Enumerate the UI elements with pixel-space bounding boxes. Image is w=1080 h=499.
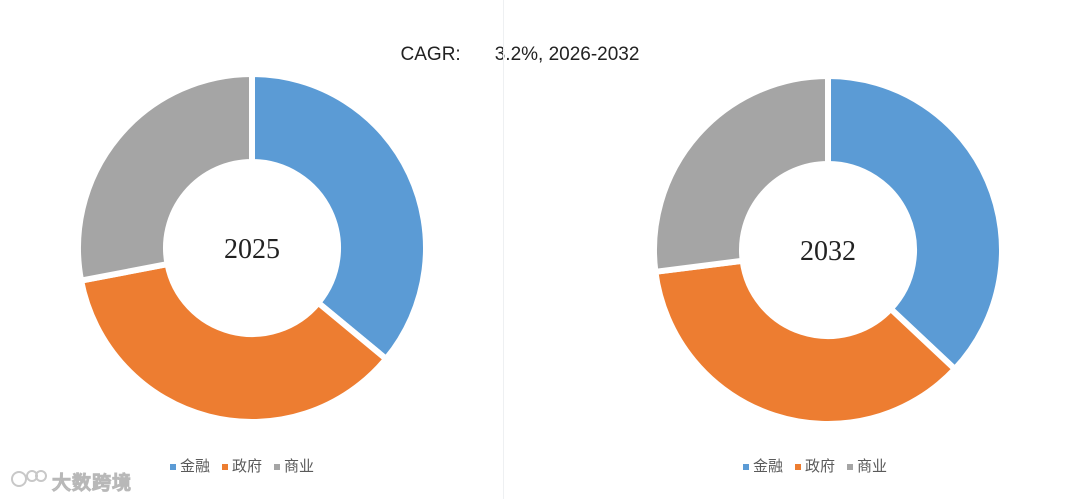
legend-marker-icon <box>222 463 229 470</box>
donut-chart-2032: 2032 <box>651 72 1005 427</box>
legend-item: 金融 <box>170 455 210 476</box>
legend-marker-icon <box>847 463 854 470</box>
cagr-annotation: CAGR: 3.2%, 2026-2032 <box>0 44 1040 66</box>
donut-chart-2025: 2025 <box>75 70 429 425</box>
cagr-value: 3.2%, 2026-2032 <box>494 44 640 65</box>
donut-center-label: 2025 <box>224 234 280 265</box>
legend-marker-icon <box>274 463 281 470</box>
legend-label: 金融 <box>753 457 784 475</box>
legend-label: 金融 <box>180 457 211 475</box>
legend-item: 政府 <box>222 455 262 476</box>
legend-marker-icon <box>743 463 749 470</box>
donut-slice-1 <box>825 72 1005 374</box>
legend-label: 商业 <box>284 457 315 475</box>
legend-2025: 金融 政府 商业 <box>170 455 326 476</box>
donut-slice-3 <box>75 70 255 285</box>
legend-item: 政府 <box>795 455 835 476</box>
watermark-logo-icon <box>11 470 47 487</box>
donut-slice-3 <box>651 72 831 276</box>
watermark-text: 大数跨境 <box>52 472 133 495</box>
legend-item: 商业 <box>274 455 314 476</box>
cagr-label: CAGR: <box>400 44 461 65</box>
panel-divider <box>503 0 504 499</box>
donut-center-label: 2032 <box>800 236 856 267</box>
donut-slice-2 <box>652 257 960 427</box>
legend-item: 商业 <box>847 455 887 476</box>
watermark-logo: 大数跨境 <box>8 464 148 494</box>
legend-label: 政府 <box>805 457 836 475</box>
donut-slice-2 <box>77 260 391 425</box>
legend-item: 金融 <box>743 455 783 476</box>
legend-label: 政府 <box>232 457 263 475</box>
legend-marker-icon <box>795 463 802 470</box>
legend-2032: 金融 政府 商业 <box>743 455 899 476</box>
legend-label: 商业 <box>857 457 888 475</box>
donut-slice-1 <box>249 70 429 364</box>
legend-marker-icon <box>170 463 176 470</box>
